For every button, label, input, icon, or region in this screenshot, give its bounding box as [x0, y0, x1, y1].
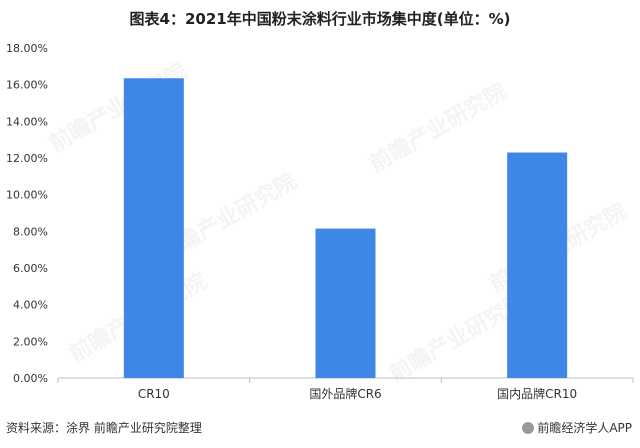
y-tick-label: 2.00% [13, 335, 48, 348]
bar [315, 228, 376, 378]
y-tick-label: 6.00% [13, 262, 48, 275]
y-tick-label: 12.00% [6, 152, 48, 165]
brand-label: 前瞻经济学人APP [522, 419, 632, 436]
x-tick-label: CR10 [138, 387, 170, 401]
bar [123, 78, 184, 378]
source-note: 资料来源：涂界 前瞻产业研究院整理 [6, 421, 202, 435]
brand-text: 前瞻经济学人APP [537, 421, 632, 435]
x-tick-label: 国内品牌CR10 [497, 387, 577, 401]
y-tick-label: 16.00% [6, 79, 48, 92]
y-tick-label: 8.00% [13, 225, 48, 238]
y-tick-label: 4.00% [13, 299, 48, 312]
brand-logo-icon [522, 421, 535, 434]
chart-title: 图表4：2021年中国粉末涂料行业市场集中度(单位：%) [129, 10, 511, 28]
x-tick-label: 国外品牌CR6 [309, 387, 381, 401]
y-tick-label: 14.00% [6, 115, 48, 128]
y-tick-label: 18.00% [6, 42, 48, 55]
bar [507, 152, 568, 378]
y-tick-label: 10.00% [6, 189, 48, 202]
y-tick-label: 0.00% [13, 372, 48, 385]
